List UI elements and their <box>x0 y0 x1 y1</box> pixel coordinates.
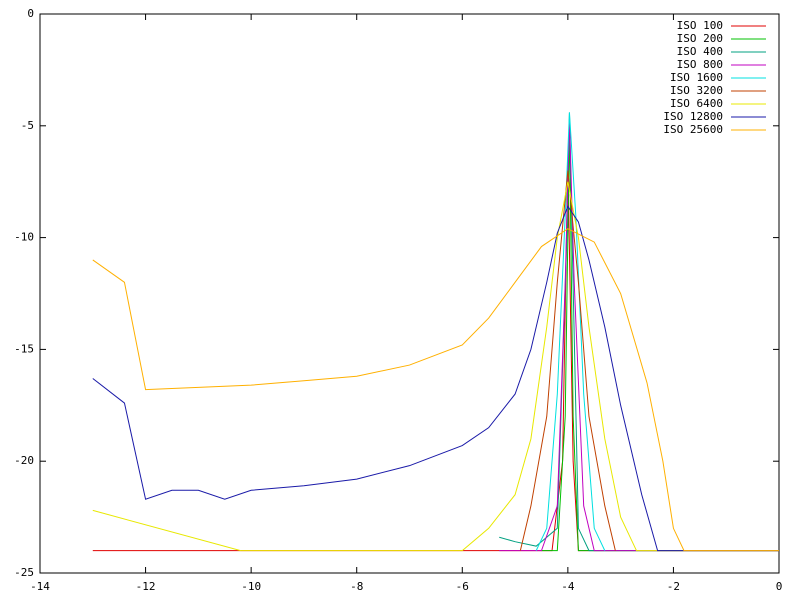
series-line <box>92 205 779 552</box>
y-tick-label: -20 <box>14 454 34 467</box>
y-tick-label: 0 <box>27 7 34 20</box>
series-line <box>92 228 779 552</box>
x-tick-label: -14 <box>30 580 50 593</box>
legend-label: ISO 3200 <box>670 84 723 97</box>
series-line <box>499 119 779 552</box>
x-tick-label: -6 <box>456 580 469 593</box>
y-tick-label: -5 <box>21 119 34 132</box>
legend-label: ISO 200 <box>677 32 723 45</box>
series-line <box>92 181 779 552</box>
x-tick-label: -10 <box>241 580 261 593</box>
x-tick-label: 0 <box>776 580 783 593</box>
x-tick-label: -4 <box>561 580 575 593</box>
x-tick-label: -8 <box>350 580 363 593</box>
legend-label: ISO 1600 <box>670 71 723 84</box>
y-tick-label: -15 <box>14 342 34 355</box>
y-tick-label: -25 <box>14 566 34 579</box>
plot-border <box>39 13 780 574</box>
legend-label: ISO 6400 <box>670 97 723 110</box>
x-tick-label: -2 <box>667 580 680 593</box>
legend-label: ISO 25600 <box>663 123 723 136</box>
y-tick-label: -10 <box>14 231 34 244</box>
series-line <box>519 170 616 551</box>
legend-label: ISO 100 <box>677 19 723 32</box>
legend-label: ISO 800 <box>677 58 723 71</box>
legend-label: ISO 12800 <box>663 110 723 123</box>
legend-label: ISO 400 <box>677 45 723 58</box>
x-tick-label: -12 <box>136 580 156 593</box>
series-line <box>535 112 606 551</box>
